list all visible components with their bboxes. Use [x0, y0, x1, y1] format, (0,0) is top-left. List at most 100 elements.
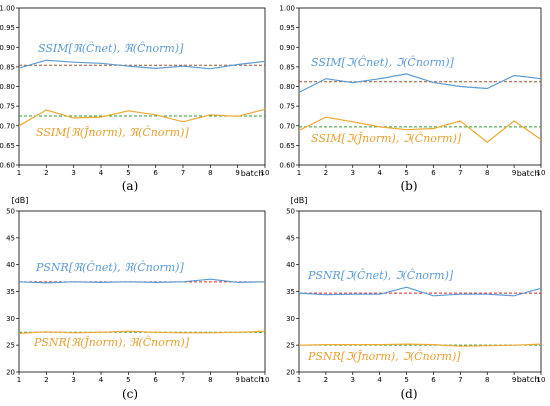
- panel-4-x-tick-label: 8: [485, 376, 489, 384]
- panel-1-y-tick-label: 0.90: [0, 44, 15, 52]
- panel-4-label: (d): [400, 387, 417, 401]
- panel-1-y-tick-label: 0.75: [0, 103, 15, 111]
- panel-3-x-tick-label: 7: [181, 376, 185, 384]
- panel-1-x-tick-label: 4: [99, 169, 104, 177]
- panel-3-series-2-line: [18, 330, 266, 334]
- panel-4-x-tick-label: 6: [431, 376, 436, 384]
- panel-3-x-tick-label: 6: [153, 376, 158, 384]
- panel-3-x-tick-label: 4: [99, 376, 104, 384]
- panel-1-series-2-line: [18, 108, 266, 127]
- panel-3-x-tick-label: 10: [261, 376, 270, 384]
- panel-4-x-tick-label: 1: [297, 376, 301, 384]
- panel-1-x-tick-label: 9: [235, 169, 239, 177]
- panel-4-y-tick-label: 25: [286, 342, 295, 350]
- panel-4-series-1-line: [298, 286, 542, 297]
- panel-4-series-2-line: [298, 343, 542, 347]
- panel-4-x-tick-label: 7: [458, 376, 462, 384]
- panel-3-x-tick-label: 5: [126, 376, 130, 384]
- panel-1-annotation-1: SSIM[ℜ(Ĉnet), ℜ(Ĉnorm)]: [38, 41, 184, 55]
- panel-2-annotation-2: SSIM[ℑ(Ĵnorm), ℑ(Ĉnorm)]: [311, 131, 462, 145]
- panel-1-y-tick-label: 0.95: [0, 24, 15, 32]
- panel-2-x-tick-label: 2: [324, 169, 328, 177]
- panel-1-y-tick-label: 0.80: [0, 83, 15, 91]
- panel-3-series-1-line: [18, 278, 266, 284]
- panel-1-x-tick-label: 7: [181, 169, 185, 177]
- panel-3-label: (c): [122, 387, 138, 401]
- panel-1-x-tick-label: 5: [126, 169, 130, 177]
- panel-4-y-axis-label: [dB]: [291, 196, 308, 205]
- panel-3-y-tick-label: 35: [6, 288, 15, 296]
- panel-2-series-1-line: [298, 73, 542, 93]
- panel-2-series-2-line: [298, 116, 542, 143]
- panel-2-y-tick-label: 0.95: [279, 24, 295, 32]
- panel-1-x-tick-label: 10: [261, 169, 270, 177]
- panel-4-x-tick-label: 10: [537, 376, 546, 384]
- panel-2-x-tick-label: 6: [431, 169, 436, 177]
- panel-2-label: (b): [400, 179, 417, 193]
- panel-2-x-tick-label: 3: [351, 169, 355, 177]
- panel-3-y-tick-label: 45: [6, 234, 15, 242]
- panel-3-annotation-1: PSNR[ℜ(Ĉnet), ℜ(Ĉnorm)]: [35, 260, 184, 274]
- panel-2-y-tick-label: 0.65: [279, 142, 295, 150]
- panel-1-x-tick-label: 6: [153, 169, 158, 177]
- panel-4-x-tick-label: 3: [351, 376, 355, 384]
- panel-2-y-tick-label: 0.85: [279, 63, 295, 71]
- panel-3-y-tick-label: 50: [6, 208, 15, 216]
- panel-3-x-tick-label: 9: [235, 376, 239, 384]
- panel-2-y-tick-label: 0.75: [279, 103, 295, 111]
- panel-1-plot-frame: [18, 7, 266, 166]
- panel-4-annotation-2: PSNR[ℑ(Ĵnorm), ℑ(Ĉnorm)]: [307, 349, 461, 363]
- panel-4-x-axis-label: batch: [517, 375, 540, 384]
- panel-4-y-tick-label: 40: [286, 261, 295, 269]
- panel-4-y-tick-label: 35: [286, 288, 295, 296]
- panel-4-x-tick-label: 5: [404, 376, 408, 384]
- panel-3-x-axis-label: batch: [241, 375, 264, 384]
- panel-3-y-tick-label: 20: [6, 369, 15, 377]
- panel-1-x-tick-label: 1: [17, 169, 21, 177]
- panel-1-y-tick-label: 1.00: [0, 5, 15, 13]
- panel-2-y-tick-label: 0.80: [279, 83, 295, 91]
- panel-2-x-tick-label: 1: [297, 169, 301, 177]
- panel-2-y-tick-label: 0.90: [279, 44, 295, 52]
- panel-4-y-tick-label: 20: [286, 369, 295, 377]
- panel-4-x-tick-label: 4: [377, 376, 382, 384]
- panel-2-x-axis-label: batch: [517, 169, 540, 178]
- panel-1-y-tick-label: 0.70: [0, 122, 15, 130]
- panel-2-x-tick-label: 10: [537, 169, 546, 177]
- panel-2-x-tick-label: 8: [485, 169, 489, 177]
- panel-2-y-tick-label: 0.60: [279, 162, 295, 170]
- panel-2-y-tick-label: 1.00: [279, 5, 295, 13]
- panel-1-label: (a): [122, 179, 139, 193]
- panel-1-x-tick-label: 3: [71, 169, 75, 177]
- panel-4-y-tick-label: 30: [286, 315, 295, 323]
- panel-4-y-tick-label: 50: [286, 208, 295, 216]
- panel-4-x-tick-label: 2: [324, 376, 328, 384]
- panel-2-annotation-1: SSIM[ℑ(Ĉnet), ℑ(Ĉnorm)]: [311, 55, 455, 69]
- panel-1-x-tick-label: 8: [208, 169, 212, 177]
- panel-2-x-tick-label: 7: [458, 169, 462, 177]
- panel-1-y-tick-label: 0.85: [0, 63, 15, 71]
- panel-3-x-tick-label: 8: [208, 376, 212, 384]
- panel-3-y-tick-label: 25: [6, 342, 15, 350]
- panel-1-annotation-2: SSIM[ℜ(Ĵnorm), ℜ(Ĉnorm)]: [36, 125, 189, 139]
- panel-3-x-tick-label: 3: [71, 376, 75, 384]
- panel-2-x-tick-label: 9: [512, 169, 516, 177]
- panel-3-annotation-2: PSNR[ℜ(Ĵnorm), ℜ(Ĉnorm)]: [33, 335, 190, 349]
- panel-4-x-tick-label: 9: [512, 376, 516, 384]
- panel-4-annotation-1: PSNR[ℑ(Ĉnet), ℑ(Ĉnorm)]: [307, 268, 454, 282]
- panel-3-y-tick-label: 40: [6, 261, 15, 269]
- panel-1-y-tick-label: 0.60: [0, 162, 15, 170]
- panel-1-series-1-line: [18, 59, 266, 70]
- panel-2-x-tick-label: 4: [377, 169, 382, 177]
- panel-1-x-tick-label: 2: [44, 169, 48, 177]
- panel-3-x-tick-label: 2: [44, 376, 48, 384]
- panel-2-x-tick-label: 5: [404, 169, 408, 177]
- panel-3-y-tick-label: 30: [6, 315, 15, 323]
- panel-3-x-tick-label: 1: [17, 376, 21, 384]
- panel-1-y-tick-label: 0.65: [0, 142, 15, 150]
- panel-2-y-tick-label: 0.70: [279, 122, 295, 130]
- panel-1-x-axis-label: batch: [241, 169, 264, 178]
- panel-3-y-axis-label: [dB]: [12, 196, 29, 205]
- panel-4-y-tick-label: 45: [286, 234, 295, 242]
